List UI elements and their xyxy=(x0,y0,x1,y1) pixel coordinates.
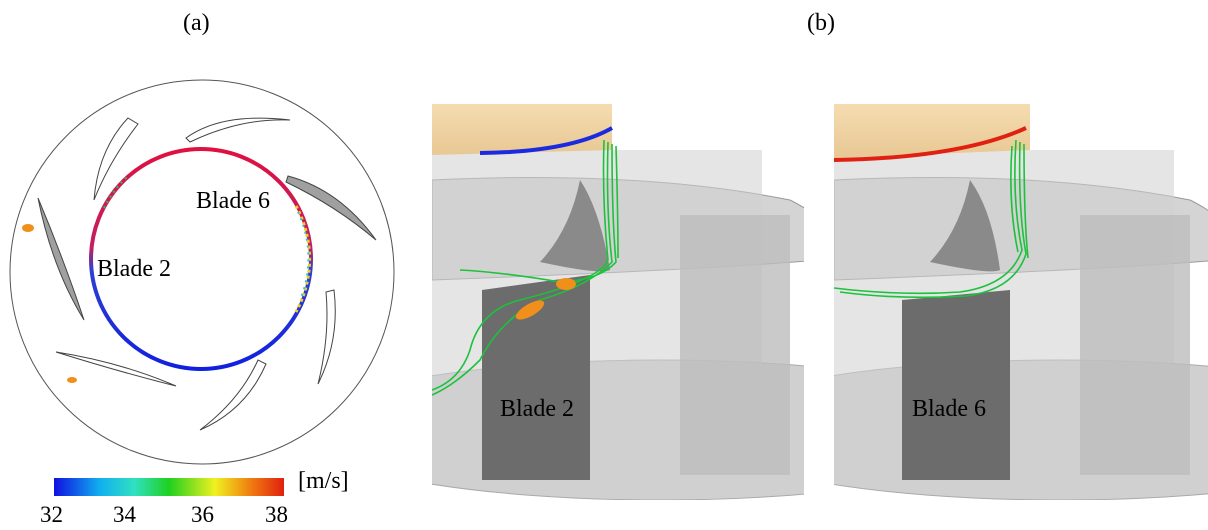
panel-b-blade-2-label: Blade 2 xyxy=(500,396,574,422)
colorbar-tick: 34 xyxy=(113,502,136,527)
panel-b-left-3d-view xyxy=(432,104,804,500)
blade-shape-shaded xyxy=(37,197,85,321)
blade-shape xyxy=(185,117,291,143)
panel-a-label: (a) xyxy=(183,10,210,36)
blade-shape-shaded xyxy=(285,175,377,241)
vortex-blob xyxy=(22,224,34,232)
blade-2-label: Blade 2 xyxy=(97,256,171,282)
impeller-top-view xyxy=(9,79,395,465)
vortex-blob xyxy=(67,377,77,383)
blade-shape xyxy=(199,359,267,431)
velocity-ring-noise xyxy=(294,205,312,313)
colorbar-tick: 32 xyxy=(40,502,63,527)
colorbar-unit: [m/s] xyxy=(298,468,349,494)
panel-b-right-3d-view xyxy=(834,104,1208,500)
colorbar-tick: 36 xyxy=(191,502,214,527)
colorbar-tick: 38 xyxy=(265,502,288,527)
velocity-ring-noise xyxy=(103,175,129,209)
blade-shape xyxy=(93,117,139,201)
blade-shape xyxy=(55,351,177,387)
blade-shape xyxy=(317,289,336,385)
colorbar xyxy=(54,478,284,496)
panel-b-label: (b) xyxy=(807,10,835,36)
panel-b-blade-6-label: Blade 6 xyxy=(912,396,986,422)
outer-casing-circle xyxy=(9,79,395,465)
blade-6-label: Blade 6 xyxy=(196,188,270,214)
